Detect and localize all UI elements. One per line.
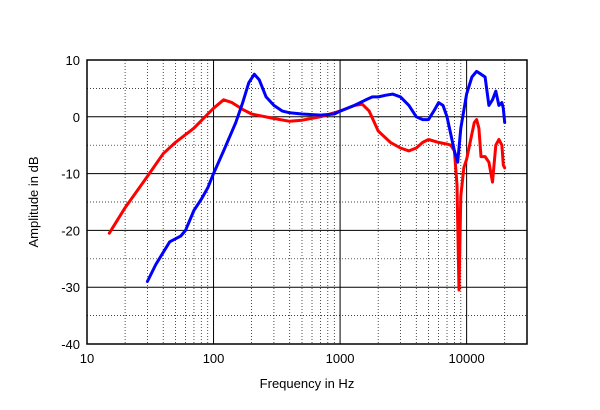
x-tick-label: 1000 [326,351,355,366]
x-tick-labels: 10 100 1000 10000 [80,351,485,366]
x-tick-label: 10000 [449,351,485,366]
series-line-1 [107,98,507,292]
y-tick-label: 0 [73,110,80,125]
plot-frame [86,59,528,345]
y-tick-label: -10 [61,167,80,182]
y-tick-label: 10 [66,53,80,68]
x-tick-label: 100 [203,351,225,366]
x-axis-label: Frequency in Hz [260,376,355,391]
x-tick-label: 10 [80,351,94,366]
y-tick-label: -30 [61,280,80,295]
y-tick-label: -20 [61,223,80,238]
series-line-2 [145,69,507,283]
y-axis-label: Amplitude in dB [26,156,41,247]
y-tick-label: -40 [61,337,80,352]
y-tick-labels: 10 0 -10 -20 -30 -40 [61,53,80,352]
series-layer [107,69,507,292]
